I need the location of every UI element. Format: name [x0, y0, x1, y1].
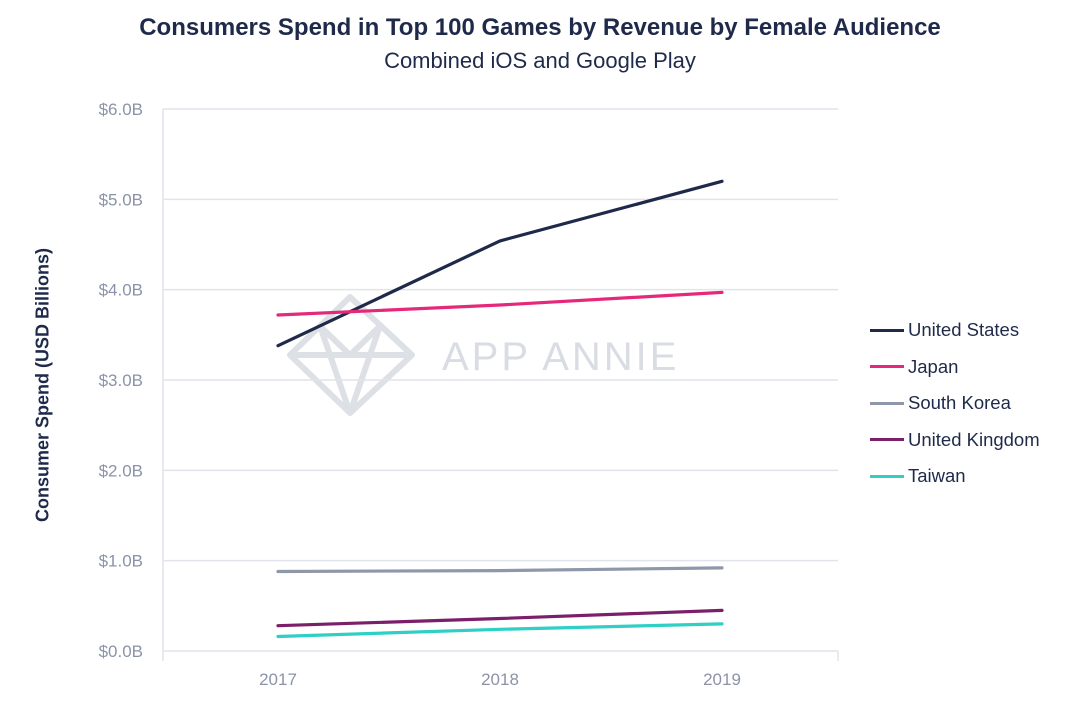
y-tick-label: $1.0B — [99, 552, 143, 571]
app-annie-watermark: APP ANNIE — [287, 294, 679, 416]
y-tick-label: $5.0B — [99, 190, 143, 209]
x-tick-label: 2018 — [481, 670, 519, 689]
legend-swatch — [870, 401, 904, 405]
series-line-united-states — [276, 179, 724, 348]
legend-item: United States — [870, 312, 1040, 349]
x-tick-label: 2017 — [259, 670, 297, 689]
y-tick-label: $4.0B — [99, 281, 143, 300]
series-line-japan — [276, 290, 724, 317]
legend-item: Taiwan — [870, 458, 1040, 495]
chart-title: Consumers Spend in Top 100 Games by Reve… — [139, 14, 941, 41]
watermark-text: APP ANNIE — [442, 335, 679, 379]
legend-swatch — [870, 328, 904, 332]
y-tick-label: $2.0B — [99, 461, 143, 480]
y-tick-label: $6.0B — [99, 100, 143, 119]
chart-subtitle: Combined iOS and Google Play — [384, 48, 696, 73]
series-line-taiwan — [276, 622, 724, 639]
y-tick-label: $0.0B — [99, 642, 143, 661]
x-tick-label: 2019 — [703, 670, 741, 689]
legend-label: United States — [908, 319, 1020, 341]
legend-label: Taiwan — [908, 465, 966, 487]
legend-item: Japan — [870, 349, 1040, 386]
chart-legend: United States Japan South Korea United King… — [870, 312, 1040, 495]
legend-swatch — [870, 438, 904, 442]
legend-item: United Kingdom — [870, 422, 1040, 459]
legend-swatch — [870, 365, 904, 369]
legend-label: Japan — [908, 355, 959, 377]
legend-item: South Korea — [870, 385, 1040, 422]
legend-label: South Korea — [908, 392, 1011, 414]
legend-swatch — [870, 474, 904, 478]
series-line-south-korea — [276, 566, 724, 574]
series-line-united-kingdom — [276, 608, 724, 628]
y-tick-label: $3.0B — [99, 371, 143, 390]
legend-label: United Kingdom — [908, 428, 1040, 450]
